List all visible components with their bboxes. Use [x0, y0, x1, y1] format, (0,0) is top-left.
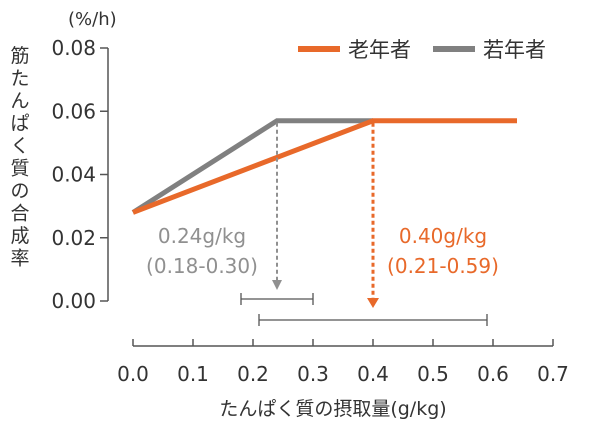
breakpoint-value-label-1: 0.40g/kg [399, 224, 487, 248]
y-unit-label: (%/h) [68, 9, 117, 30]
y-tick-label: 0.06 [51, 99, 96, 123]
legend-label-1: 老年者 [348, 38, 411, 62]
x-tick-label: 0.7 [537, 362, 569, 386]
x-tick-label: 0.6 [477, 362, 509, 386]
x-tick-label: 0.3 [297, 362, 329, 386]
x-axis-label: たんぱく質の摂取量(g/kg) [219, 398, 446, 420]
series-line-0 [131, 118, 373, 215]
y-axis-label: 筋たんぱく質の合成率 [10, 45, 29, 270]
y-tick-label: 0.00 [51, 289, 96, 313]
breakpoint-range-label-1: (0.21-0.59) [387, 254, 499, 278]
y-tick-label: 0.02 [51, 226, 96, 250]
x-tick-label: 0.4 [357, 362, 389, 386]
y-tick-label: 0.08 [51, 36, 96, 60]
legend-label-0: 若年者 [483, 38, 546, 62]
series-line-1 [132, 118, 517, 215]
x-tick-label: 0.1 [177, 362, 209, 386]
breakpoint-range-label-0: (0.18-0.30) [146, 254, 258, 278]
breakpoint-arrowhead-1 [367, 298, 379, 308]
x-tick-label: 0.2 [237, 362, 269, 386]
series-layer [131, 118, 517, 215]
breakpoint-value-label-0: 0.24g/kg [158, 224, 246, 248]
x-tick-label: 0.5 [417, 362, 449, 386]
y-tick-label: 0.04 [51, 163, 96, 187]
axes: 0.00 0.02 0.04 0.06 0.08 (%/h) 筋たんぱく質の合成率 0.0 0.… [10, 9, 568, 420]
breakpoint-arrowhead-0 [272, 280, 282, 290]
x-tick-label: 0.0 [117, 362, 149, 386]
annotation-layer: 0.24g/kg (0.18-0.30) 0.40g/kg (0.21-0.59) [146, 122, 499, 326]
legend: 老年者 若年者 [298, 38, 546, 62]
